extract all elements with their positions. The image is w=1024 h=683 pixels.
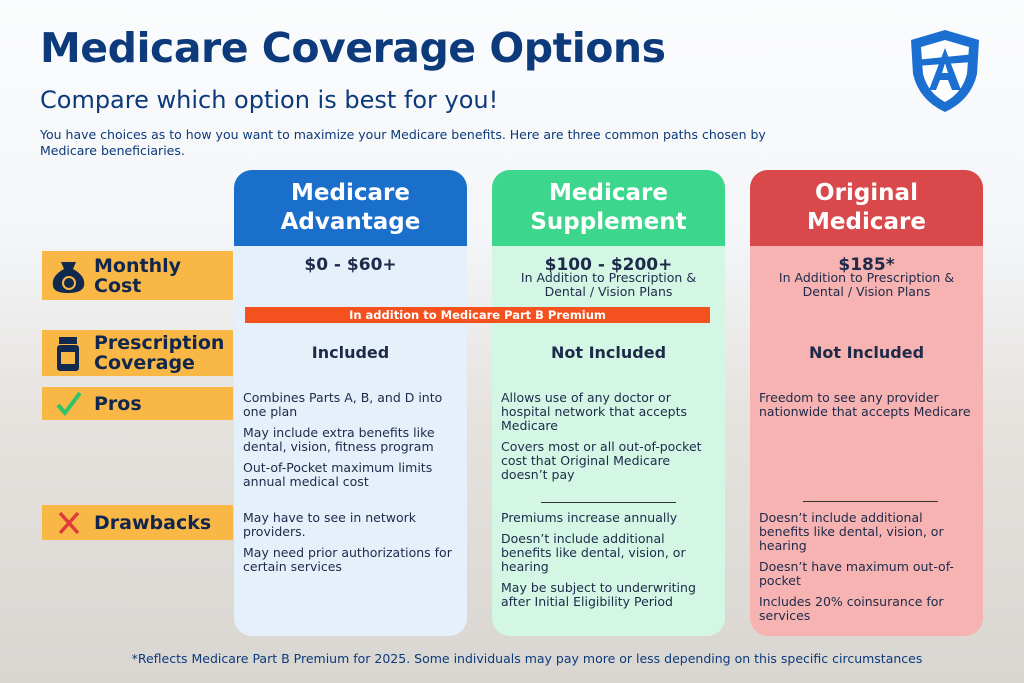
drawback-item: Doesn’t include additional benefits like… (759, 510, 944, 553)
cost: $100 - $200+ (544, 255, 673, 275)
column-title: Original Medicare (750, 170, 983, 246)
subtitle: Compare which option is best for you! (40, 86, 499, 114)
drawback-item: Premiums increase annually (501, 510, 678, 525)
pro-item: Out-of-Pocket maximum limits annual medi… (243, 460, 433, 489)
icon (58, 511, 80, 534)
title: Medicare Coverage Options (40, 24, 666, 72)
pro-item: Covers most or all out-of-pocket cost th… (501, 439, 702, 482)
drawback-item: Doesn’t include additional benefits like… (501, 531, 686, 574)
drawbacks-list: May have to see in network providers. May… (243, 511, 461, 581)
pros-list: Freedom to see any provider nationwide t… (759, 391, 977, 426)
row-label: Prescription Coverage (42, 330, 233, 376)
icon (56, 391, 82, 416)
icon (57, 337, 79, 371)
drawbacks-list: Doesn’t include additional benefits like… (759, 511, 977, 630)
row-label-text: Drawbacks (94, 511, 212, 534)
prescription: Not Included (808, 343, 925, 362)
cost: $0 - $60+ (304, 255, 397, 275)
column-bg (750, 170, 983, 636)
column-title: Medicare Supplement (492, 170, 725, 246)
pro-item: May include extra benefits like dental, … (243, 425, 435, 454)
drawback-item: May have to see in network providers. (243, 510, 416, 539)
row-label-text: Pros (94, 392, 142, 415)
footnote: *Reflects Medicare Part B Premium for 20… (131, 651, 923, 666)
row-label: Pros (42, 387, 233, 420)
separator (541, 502, 676, 503)
pros-list: Combines Parts A, B, and D into one plan… (243, 391, 461, 496)
drawback-item: May be subject to underwriting after Ini… (501, 580, 696, 609)
pro-item: Allows use of any doctor or hospital net… (501, 390, 688, 433)
cost-note: In Addition to Prescription & Dental / V… (778, 270, 955, 299)
prescription: Included (311, 343, 390, 362)
column-title: Medicare Advantage (234, 170, 467, 246)
drawback-item: Doesn’t have maximum out-of-pocket (759, 559, 954, 588)
row-label-text: Monthly Cost (94, 254, 181, 297)
row-label-text: Prescription Coverage (94, 332, 225, 374)
row-label: Drawbacks (42, 505, 233, 540)
drawback-item: May need prior authorizations for certai… (243, 545, 452, 574)
separator (803, 501, 938, 502)
logo (911, 30, 979, 112)
drawbacks-list: Premiums increase annually Doesn’t includ… (501, 511, 719, 616)
intro: You have choices as to how you want to m… (40, 127, 766, 158)
pro-item: Combines Parts A, B, and D into one plan (243, 390, 443, 419)
drawback-item: Includes 20% coinsurance for services (759, 594, 944, 623)
cost-note: In Addition to Prescription & Dental / V… (520, 270, 697, 299)
banner: In addition to Medicare Part B Premium (245, 307, 710, 323)
row-label: Monthly Cost (42, 251, 233, 300)
icon (52, 261, 85, 293)
prescription: Not Included (550, 343, 667, 362)
column-bg (234, 170, 467, 636)
column-bg (492, 170, 725, 636)
cost: $185* (838, 255, 895, 275)
pros-list: Allows use of any doctor or hospital net… (501, 391, 719, 489)
pro-item: Freedom to see any provider nationwide t… (759, 390, 971, 419)
